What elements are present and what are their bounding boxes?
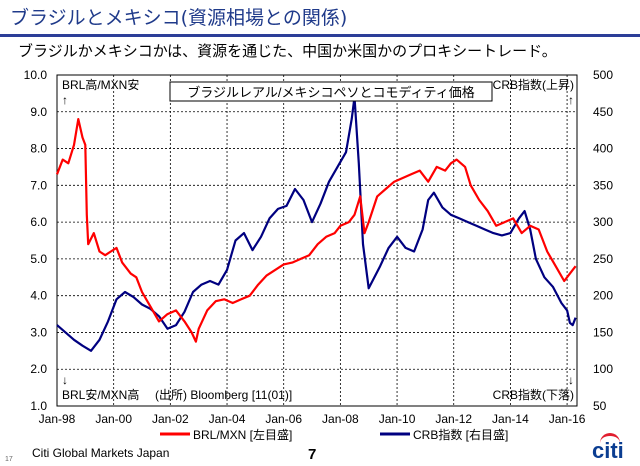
page-subtitle: ブラジルかメキシコかは、資源を通じた、中国か米国かのプロキシートレード。: [18, 42, 557, 60]
chart: 1.0 2.0 3.0 4.0 5.0 6.0 7.0 8.0 9.0 10.0 50 100 150…: [24, 68, 614, 442]
x-axis-tick-label: Jan-16: [549, 412, 586, 426]
left-axis-tick-label: 7.0: [30, 178, 47, 192]
right-axis-tick-label: 100: [593, 362, 613, 376]
right-axis-tick-label: 350: [593, 178, 613, 192]
annotation-up-arrow-left: ↑: [62, 93, 68, 107]
x-axis-tick-label: Jan-04: [209, 412, 246, 426]
right-axis-tick-label: 450: [593, 105, 613, 119]
left-axis-tick-label: 10.0: [24, 68, 48, 82]
slide-number: 17: [5, 456, 13, 463]
annotation-down-arrow-left: ↓: [62, 373, 68, 387]
right-axis-tick-label: 250: [593, 252, 613, 266]
annotation-brl-weak: BRL安/MXN高: [62, 387, 139, 402]
right-axis-tick-label: 400: [593, 142, 613, 156]
right-axis-tick-label: 200: [593, 289, 613, 303]
series-line-brl-mxn: [55, 117, 577, 343]
x-axis-tick-label: Jan-10: [379, 412, 416, 426]
x-axis-tick-label: Jan-08: [322, 412, 359, 426]
plot-area-border: [56, 74, 578, 407]
x-axis-tick-label: Jan-06: [265, 412, 302, 426]
x-axis-tick-label: Jan-02: [152, 412, 189, 426]
annotation-brl-strong: BRL高/MXN安: [62, 77, 139, 92]
x-axis-tick-label: Jan-14: [492, 412, 529, 426]
annotation-down-arrow-right: ↓: [568, 373, 574, 387]
x-axis-tick-label: Jan-98: [39, 412, 76, 426]
citi-logo-arc-icon: [600, 433, 620, 446]
annotation-crb-down: CRB指数(下落): [493, 387, 574, 402]
right-axis-tick-label: 300: [593, 215, 613, 229]
legend-label-crb: CRB指数 [右目盛]: [413, 427, 508, 442]
page-title: ブラジルとメキシコ(資源相場との関係): [10, 7, 348, 29]
left-axis-tick-label: 1.0: [30, 399, 47, 413]
left-axis-tick-label: 6.0: [30, 215, 47, 229]
left-axis-ticks: 1.0 2.0 3.0 4.0 5.0 6.0 7.0 8.0 9.0 10.0: [24, 68, 48, 413]
left-axis-tick-label: 2.0: [30, 362, 47, 376]
series-lines: [55, 95, 577, 352]
left-axis-tick-label: 3.0: [30, 325, 47, 339]
chart-title-box: [169, 81, 493, 102]
right-axis-tick-label: 50: [593, 399, 607, 413]
right-axis-ticks: 50 100 150 200 250 300 350 400 450 500: [593, 68, 613, 413]
right-axis-tick-label: 500: [593, 68, 613, 82]
chart-source: (出所) Bloomberg [11(01)]: [155, 388, 292, 402]
left-axis-tick-label: 5.0: [30, 252, 47, 266]
left-axis-tick-label: 9.0: [30, 105, 47, 119]
x-axis-ticks: Jan-98 Jan-00 Jan-02 Jan-04 Jan-06 Jan-08 Jan-…: [39, 412, 586, 426]
citi-logo: citi: [592, 438, 624, 463]
x-axis-tick-label: Jan-12: [435, 412, 472, 426]
page-number: 7: [308, 446, 317, 463]
x-axis-tick-label: Jan-00: [95, 412, 132, 426]
title-divider: [0, 34, 640, 37]
footer-company: Citi Global Markets Japan: [32, 446, 170, 460]
legend-label-brl: BRL/MXN [左目盛]: [193, 427, 292, 442]
chart-title: ブラジルレアル/メキシコペソとコモディティ価格: [187, 85, 475, 100]
right-axis-tick-label: 150: [593, 325, 613, 339]
annotation-crb-up: CRB指数(上昇): [493, 77, 574, 92]
annotation-up-arrow-right: ↑: [568, 93, 574, 107]
chart-gridlines: [57, 75, 577, 406]
left-axis-tick-label: 4.0: [30, 289, 47, 303]
left-axis-tick-label: 8.0: [30, 142, 47, 156]
